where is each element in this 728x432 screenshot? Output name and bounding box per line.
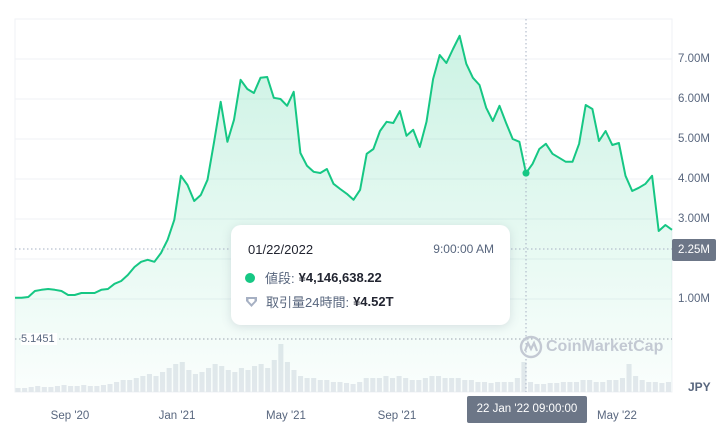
tooltip-time: 9:00:00 AM bbox=[433, 242, 494, 256]
price-line bbox=[15, 34, 673, 299]
hover-point bbox=[522, 169, 530, 177]
volume-reference-label: 5.1451 bbox=[21, 333, 57, 345]
y-tick-label: 3.00M bbox=[678, 213, 710, 225]
y-tick-label: 5.00M bbox=[678, 133, 710, 145]
y-tick-label: 4.00M bbox=[678, 173, 710, 185]
tooltip-price-row: 値段: ¥4,146,638.22 bbox=[245, 268, 382, 287]
y-tick-label: 6.00M bbox=[678, 93, 710, 105]
x-tick-label: Sep '20 bbox=[50, 410, 90, 422]
x-tick-label: May '21 bbox=[266, 410, 306, 422]
watermark: CoinMarketCap bbox=[519, 335, 663, 359]
crosshair-date-badge: 22 Jan '22 09:00:00 bbox=[467, 396, 587, 423]
x-tick-label: Sep '21 bbox=[377, 410, 417, 422]
tooltip-price-value: ¥4,146,638.22 bbox=[298, 270, 382, 285]
tooltip-price-label: 値段: bbox=[265, 271, 295, 286]
price-dot-icon bbox=[245, 272, 255, 283]
coinmarketcap-logo-icon bbox=[519, 335, 543, 359]
x-tick-label: May '22 bbox=[597, 410, 637, 422]
currency-label: JPY bbox=[688, 380, 711, 394]
crosshair-price-badge: 2.25M bbox=[672, 239, 716, 261]
tooltip: 01/22/2022 9:00:00 AM 値段: ¥4,146,638.22 … bbox=[231, 225, 510, 325]
y-tick-label: 7.00M bbox=[678, 53, 710, 65]
x-tick-label: Jan '21 bbox=[158, 410, 196, 422]
y-tick-label: 1.00M bbox=[678, 293, 710, 305]
tooltip-date: 01/22/2022 bbox=[248, 242, 314, 257]
watermark-text: CoinMarketCap bbox=[546, 338, 664, 355]
tooltip-volume-row: 取引量24時間: ¥4.52T bbox=[245, 292, 394, 311]
tooltip-volume-value: ¥4.52T bbox=[353, 294, 394, 309]
tooltip-volume-label: 取引量24時間: bbox=[266, 295, 350, 310]
volume-shield-icon bbox=[246, 296, 257, 307]
